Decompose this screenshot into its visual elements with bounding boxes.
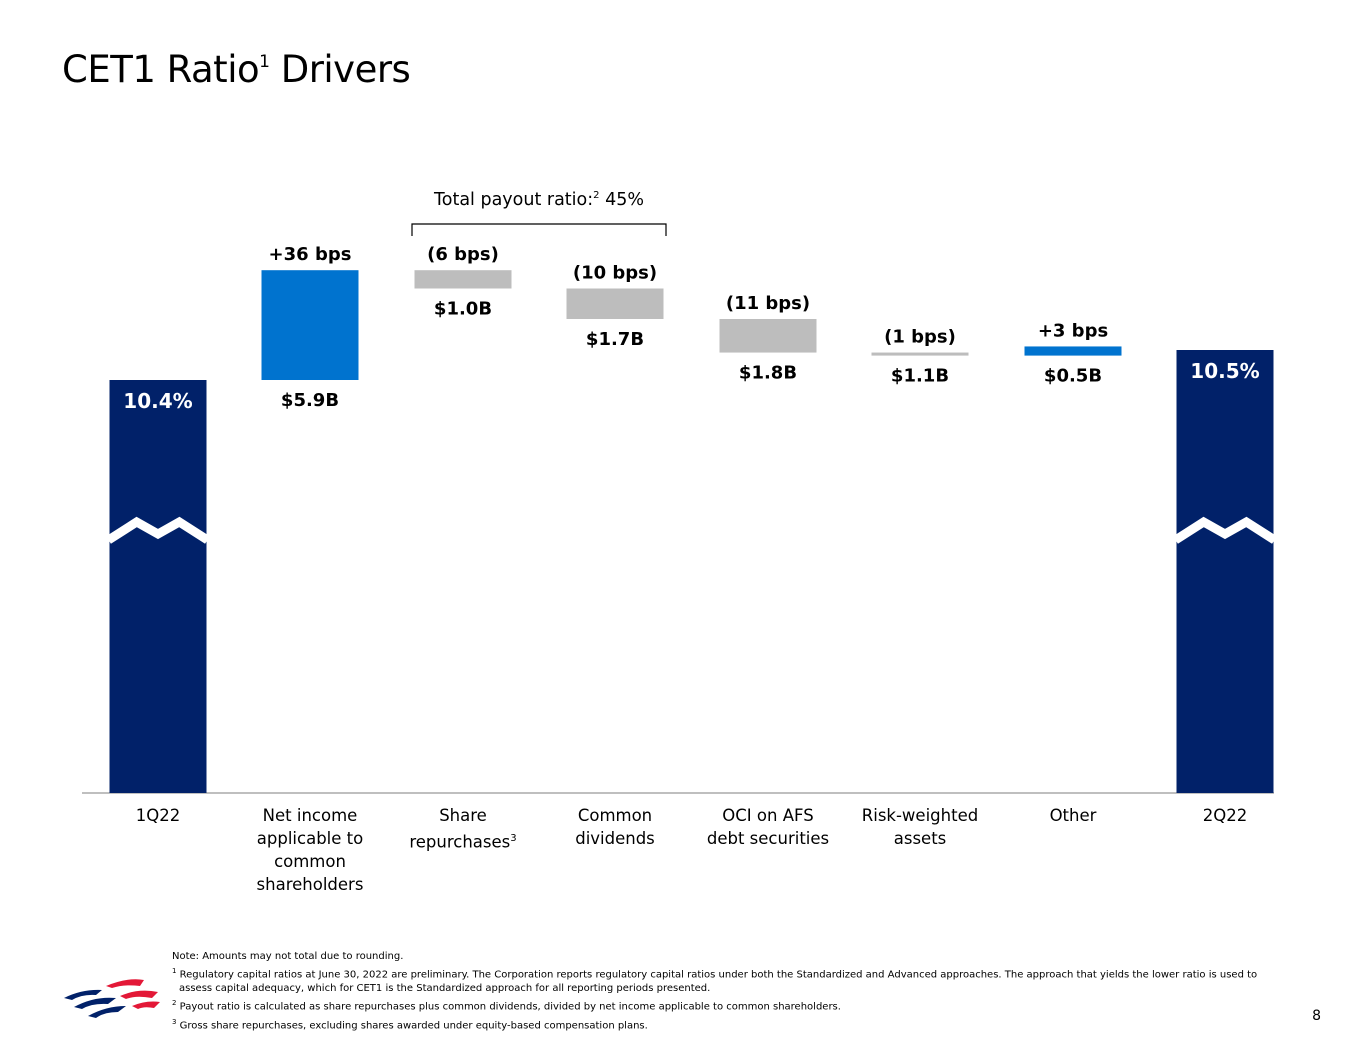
title-footnote-ref: 1 [259,52,270,72]
footnote-3-text: Gross share repurchases, excluding share… [176,1019,648,1031]
payout-bracket [411,223,667,236]
category-label-line: 2Q22 [1202,806,1248,825]
category-label-2: Net income applicable to common shareholder… [230,804,390,896]
footnote-note: Note: Amounts may not total due to round… [172,951,404,962]
category-label-8: 2Q22 [1145,804,1305,827]
payout-ratio-note: Total payout ratio:2 45% [412,190,666,210]
footnote-1-text: Regulatory capital ratios at June 30, 20… [176,969,1258,995]
bps-label-3: (10 bps) [573,263,657,284]
waterfall-chart: 10.4% 10.5% +36 bps $5.9B (6 bps) $1.0B (10 bp… [82,223,1277,794]
category-label-line: Share [439,806,487,825]
bar-change-5 [871,352,969,356]
category-label-3: Share repurchases3 [383,804,543,854]
footnote-2-number: 2 [172,999,177,1008]
flag-logo-icon [64,979,160,1018]
category-label-line: shareholders [256,875,364,894]
payout-label: Total payout ratio: [434,190,594,210]
bar-change-6 [1024,346,1122,356]
category-label-line: applicable to [256,829,364,848]
category-label-7: Other [993,804,1153,827]
category-footnote-ref: 3 [510,833,517,844]
dollar-label-1: $5.9B [281,390,339,411]
category-label-line: assets [893,829,947,848]
footnote-2-text: Payout ratio is calculated as share repu… [176,1001,841,1013]
title-suffix: Drivers [269,48,411,91]
payout-value: 45% [599,190,644,210]
bps-label-5: (1 bps) [884,327,956,348]
dollar-label-2: $1.0B [434,299,492,320]
dollar-label-6: $0.5B [1044,366,1102,387]
bar-change-3 [566,288,664,319]
category-label-4: Common dividends [535,804,695,850]
bar-1q22-value-label: 10.4% [123,389,192,413]
bar-change-4 [719,319,817,353]
category-label-line: Net income [262,806,358,825]
bps-label-4: (11 bps) [726,293,810,314]
category-label-line: Common [577,806,653,825]
footnote-2: 2 Payout ratio is calculated as share re… [172,996,1292,1014]
category-label-5: OCI on AFS debt securities [688,804,848,850]
title-text: CET1 Ratio [62,48,260,91]
category-label-1: 1Q22 [78,804,238,827]
bar-change-1 [261,270,359,380]
bar-2q22 [1176,350,1274,793]
dollar-label-3: $1.7B [586,329,644,350]
footnote-1-number: 1 [172,967,177,975]
category-label-line: dividends [575,829,655,848]
category-label-line: 1Q22 [135,806,181,825]
footnote-3-number: 3 [172,1017,177,1026]
footnote-3: 3 Gross share repurchases, excluding sha… [172,1015,1292,1033]
dollar-label-5: $1.1B [891,366,949,387]
category-label-line: common [274,852,346,871]
bar-change-2 [414,270,512,289]
category-label-line: OCI on AFS [722,806,814,825]
footnote-1: 1 Regulatory capital ratios at June 30, … [172,964,1292,996]
page-number: 8 [1312,1008,1321,1024]
bar-1q22-axis-break [106,516,210,544]
category-label-6: Risk-weighted assets [840,804,1000,850]
category-label-line: Risk-weighted [861,806,979,825]
bar-1q22 [109,380,207,793]
category-label-line: debt securities [706,829,830,848]
category-label-line: Other [1049,806,1097,825]
bps-label-2: (6 bps) [427,244,499,265]
dollar-label-4: $1.8B [739,363,797,384]
footnotes: Note: Amounts may not total due to round… [172,950,1292,1033]
bps-label-1: +36 bps [269,244,352,265]
bps-label-6: +3 bps [1038,320,1108,341]
category-label-line: repurchases [409,832,511,852]
payout-footnote-ref: 2 [593,190,600,202]
bar-2q22-axis-break [1173,516,1277,544]
page-title: CET1 Ratio1 Drivers [62,48,411,91]
bar-2q22-value-label: 10.5% [1190,359,1259,383]
